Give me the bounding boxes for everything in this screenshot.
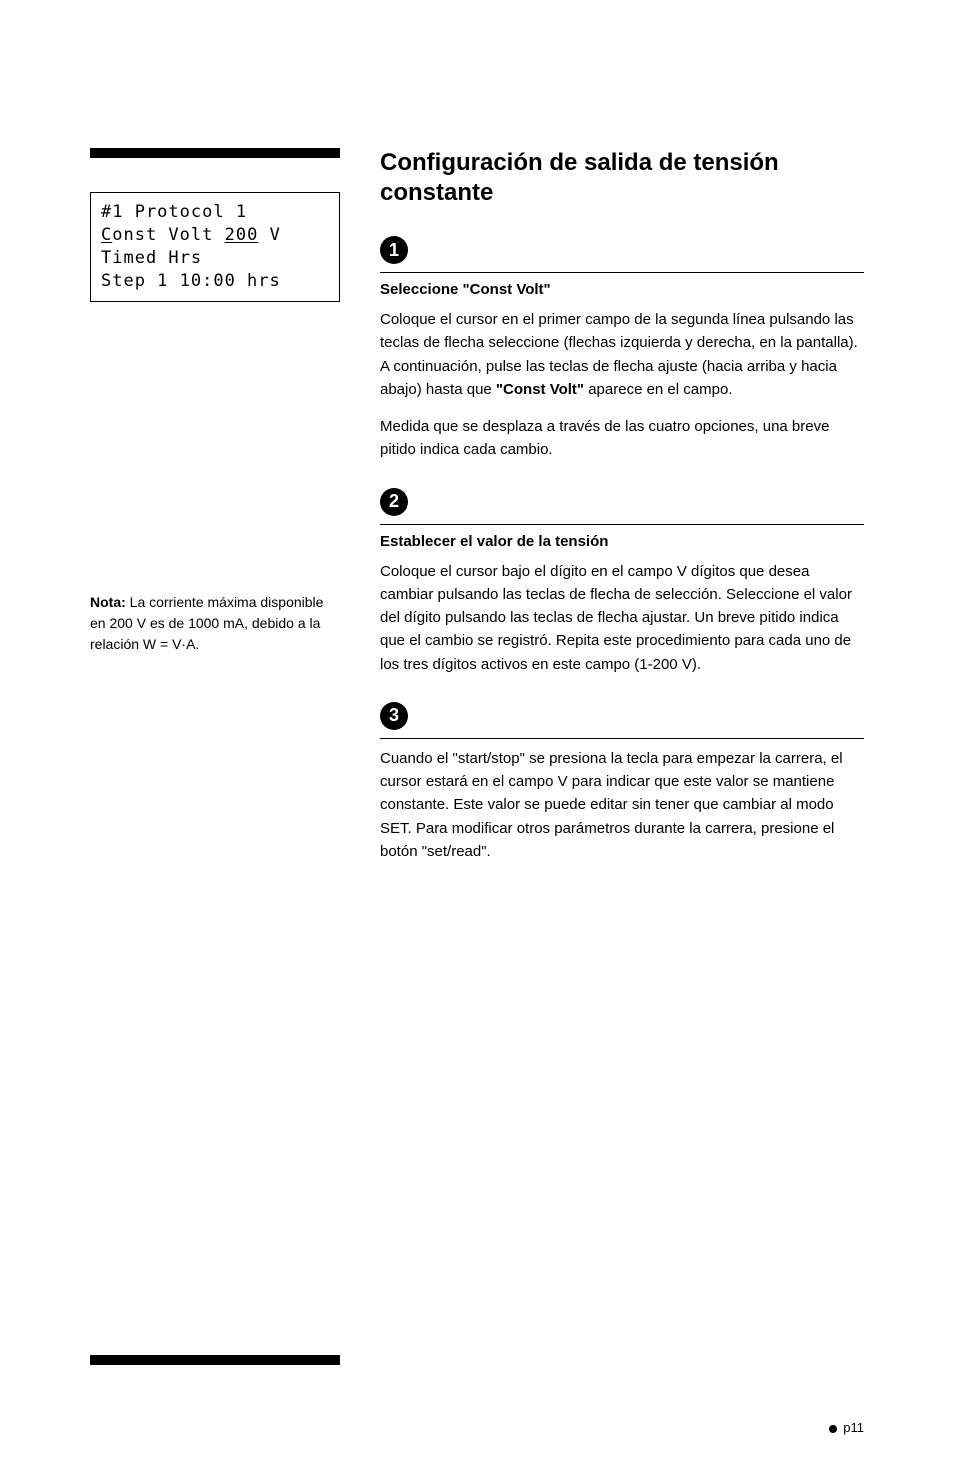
step1-para2: Medida que se desplaza a través de las c…: [380, 415, 864, 462]
step-block-3: 3 Cuando el "start/stop" se presiona la …: [380, 702, 864, 863]
page: #1 Protocol 1 Const Volt 200 V Timed Hrs…: [0, 0, 954, 1475]
page-number-text: p11: [843, 1420, 864, 1435]
step-badge-3: 3: [380, 702, 408, 730]
step3-para1-pre: Cuando el "start/stop" se presiona la te…: [380, 750, 843, 860]
page-number: p11: [829, 1420, 864, 1435]
note-text: La corriente máxima disponible en 200 V …: [90, 594, 323, 652]
step-rule-3: [380, 738, 864, 739]
two-column-layout: #1 Protocol 1 Const Volt 200 V Timed Hrs…: [90, 148, 864, 889]
lcd-line-1: #1 Protocol 1: [101, 202, 247, 222]
lcd-line-3: Timed Hrs: [101, 248, 202, 268]
step1-para1: Coloque el cursor en el primer campo de …: [380, 308, 864, 401]
lcd-line2-post: V: [258, 225, 280, 245]
step-block-2: 2 Establecer el valor de la tensión Colo…: [380, 488, 864, 676]
lcd-line-2: Const Volt 200 V: [101, 225, 281, 245]
step-subhead-2: Establecer el valor de la tensión: [380, 533, 864, 550]
lcd-underline-num: 200: [225, 225, 259, 245]
step1-para2-pre: Medida que se desplaza a través de las c…: [380, 418, 829, 458]
step2-para1: Coloque el cursor bajo el dígito en el c…: [380, 560, 864, 676]
note-label: Nota:: [90, 594, 126, 610]
step-rule-2: [380, 524, 864, 525]
lcd-line2-mid: onst Volt: [112, 225, 224, 245]
section-title: Configuración de salida de tensión const…: [380, 148, 864, 208]
step-block-1: 1 Seleccione "Const Volt" Coloque el cur…: [380, 236, 864, 462]
step1-para1-bold: "Const Volt": [496, 381, 584, 398]
side-note: Nota: La corriente máxima disponible en …: [90, 592, 340, 655]
step1-para1-post: aparece en el campo.: [584, 381, 732, 398]
page-number-dot-icon: [829, 1425, 837, 1433]
left-rule-bottom: [90, 1355, 340, 1365]
step-rule-1: [380, 272, 864, 273]
step-badge-1: 1: [380, 236, 408, 264]
step-badge-2: 2: [380, 488, 408, 516]
right-column: Configuración de salida de tensión const…: [380, 148, 864, 889]
step-subhead-1: Seleccione "Const Volt": [380, 281, 864, 298]
left-rule-top: [90, 148, 340, 158]
step3-para1: Cuando el "start/stop" se presiona la te…: [380, 747, 864, 863]
step2-para1-pre: Coloque el cursor bajo el dígito en el c…: [380, 563, 852, 673]
lcd-underline-c: C: [101, 225, 112, 245]
lcd-display-box: #1 Protocol 1 Const Volt 200 V Timed Hrs…: [90, 192, 340, 302]
left-column: #1 Protocol 1 Const Volt 200 V Timed Hrs…: [90, 148, 340, 655]
lcd-line-4: Step 1 10:00 hrs: [101, 271, 281, 291]
